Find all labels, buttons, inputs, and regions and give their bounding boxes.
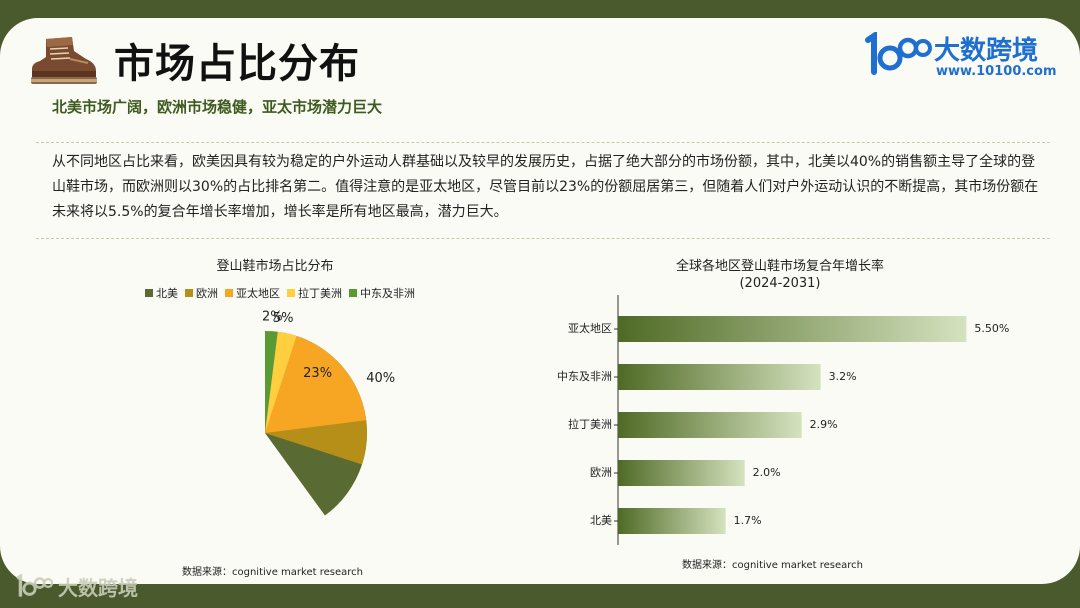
bar-source: 数据来源：cognitive market research [682,560,863,571]
hiking-boot-icon [31,37,97,84]
title-row: 市场占比分布 [28,30,360,90]
legend-label: 中东及非洲 [360,287,415,300]
pie-slice-label: 40% [366,371,395,386]
bar-value-label: 3.2% [829,370,857,383]
bar-chart-title-line1: 全球各地区登山鞋市场复合年增长率 [675,259,884,274]
pie-legend-item: 拉丁美洲 [287,285,342,301]
pie-slice-label: 23% [303,366,332,381]
legend-label: 北美 [156,287,178,300]
legend-swatch [349,289,357,297]
10100-logo-icon [865,32,932,75]
pie-legend-item: 中东及非洲 [349,285,415,301]
brand-name: 大数跨境 [934,36,1039,66]
watermark: 大数跨境 [14,572,138,601]
legend-label: 拉丁美洲 [298,287,342,300]
pie-slice [265,331,367,433]
legend-swatch [225,289,233,297]
bar-value-label: 5.50% [974,322,1009,335]
bar-chart-title: 全球各地区登山鞋市场复合年增长率 (2024-2031) [630,258,930,292]
legend-label: 欧洲 [196,287,218,300]
bar [618,364,821,390]
bar-category-label: 亚太地区 [568,322,612,335]
bar [618,412,802,438]
bar-category-label: 中东及非洲 [557,370,612,383]
page-title: 市场占比分布 [114,41,360,87]
bar-value-label: 1.7% [734,514,762,527]
bar-chart: 亚太地区 5.50% 中东及非洲 3.2% 拉丁美洲 2.9% 欧洲 2.0% 北美 1.7% [557,295,1009,545]
legend-swatch [287,289,295,297]
bar-value-label: 2.0% [753,466,781,479]
bar [618,460,745,486]
watermark-logo-icon [16,573,54,597]
pie-slice-label: 5% [273,311,294,326]
bar-category-label: 北美 [590,514,612,527]
watermark-text: 大数跨境 [58,576,138,600]
divider-bottom [36,238,1050,239]
divider-top [36,142,1050,143]
pie-legend-item: 北美 [145,285,178,301]
pie-slice [265,331,278,433]
brand-url[interactable]: www.10100.com [936,64,1057,79]
legend-swatch [145,289,153,297]
page-subtitle: 北美市场广阔，欧洲市场稳健，亚太市场潜力巨大 [52,98,383,116]
bar [618,316,967,342]
pie-legend-item: 亚太地区 [225,285,280,301]
pie-source: 数据来源：cognitive market research [182,567,363,578]
bar-category-label: 欧洲 [590,466,612,479]
legend-swatch [185,289,193,297]
body-paragraph: 从不同地区占比来看，欧美因具有较为稳定的户外运动人群基础以及较早的发展历史，占据… [52,154,1039,220]
pie-slice-label: 2% [262,310,283,325]
pie-chart-title: 登山鞋市场占比分布 [216,259,334,274]
legend-label: 亚太地区 [236,287,280,300]
brand-logo[interactable]: 大数跨境 www.10100.com [864,30,1057,82]
pie-legend-item: 欧洲 [185,285,218,301]
bar [618,508,726,534]
pie-legend: 北美 欧洲 亚太地区 拉丁美洲 中东及非洲 [145,285,422,301]
bar-category-label: 拉丁美洲 [568,417,612,431]
bar-value-label: 2.9% [810,418,838,431]
pie-chart: 40%30%23%5%2% [262,310,395,516]
bar-chart-title-line2: (2024-2031) [739,276,821,291]
content-card [0,18,1080,584]
